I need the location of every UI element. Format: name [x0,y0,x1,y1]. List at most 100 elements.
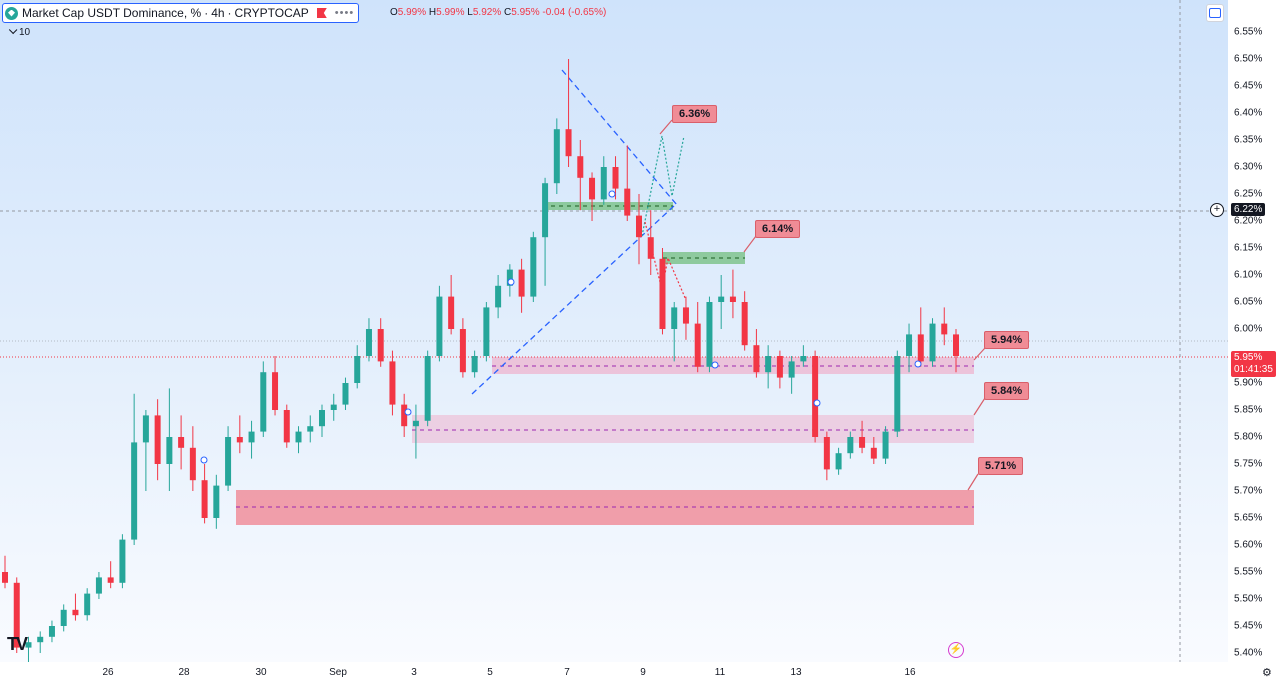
flag-icon[interactable] [316,8,327,18]
candle-body[interactable] [459,329,466,373]
candle-body[interactable] [565,129,572,157]
candle-body[interactable] [495,285,502,308]
candle-body[interactable] [342,383,349,405]
callout-label[interactable]: 6.14% [755,220,801,238]
candle-body[interactable] [471,356,478,373]
candle-body[interactable] [835,453,842,470]
price-scale[interactable]: 6.55% 6.50% 6.45% 6.40% 6.35% 6.30% 6.25% 6.20%… [1228,0,1280,662]
tradingview-logo-icon[interactable]: TV [7,634,28,654]
lightning-icon[interactable]: ⚡ [948,642,964,658]
candle-body[interactable] [542,183,549,238]
event-marker[interactable] [813,399,821,407]
candle-body[interactable] [518,269,525,297]
trendline-descending[interactable] [561,69,678,206]
candle-body[interactable] [225,437,232,486]
candle-body[interactable] [765,356,772,373]
candle-body[interactable] [283,410,290,443]
candle-body[interactable] [671,307,678,329]
auto-scale-button[interactable] [1206,4,1224,22]
candle-body[interactable] [682,307,689,324]
candle-body[interactable] [577,156,584,178]
candle-body[interactable] [906,334,913,356]
candle-body[interactable] [178,437,185,448]
candle-body[interactable] [48,626,55,637]
chevron-down-icon[interactable] [8,25,18,35]
candle-body[interactable] [354,356,361,383]
more-options-icon[interactable]: •••• [334,7,355,19]
candle-body[interactable] [624,188,631,216]
candle-body[interactable] [589,177,596,200]
candle-body[interactable] [307,426,314,432]
candle-body[interactable] [929,323,936,362]
resistance-zone-2[interactable] [412,415,974,443]
candle-body[interactable] [776,356,783,378]
candle-body[interactable] [448,296,455,329]
candle-body[interactable] [706,302,713,367]
candle-body[interactable] [95,577,102,594]
candle-body[interactable] [483,307,490,356]
candle-body[interactable] [753,345,760,373]
candle-body[interactable] [941,323,948,335]
candle-body[interactable] [729,296,736,302]
add-alert-plus-icon[interactable]: + [1210,203,1224,217]
candle-body[interactable] [741,302,748,346]
callout-label[interactable]: 6.36% [672,105,718,123]
candle-body[interactable] [401,404,408,427]
candle-body[interactable] [412,420,419,427]
event-marker[interactable] [507,278,515,286]
event-marker[interactable] [711,361,719,369]
candle-body[interactable] [119,539,126,583]
symbol-legend[interactable]: Market Cap USDT Dominance, % · 4h · CRYP… [2,3,360,23]
candle-body[interactable] [800,356,807,362]
projection-path-green[interactable] [641,135,685,237]
candle-body[interactable] [436,296,443,356]
candle-body[interactable] [107,577,114,583]
candle-body[interactable] [553,129,560,184]
candle-body[interactable] [870,447,877,459]
candle-body[interactable] [72,609,79,616]
callout-label[interactable]: 5.84% [984,382,1030,400]
candle-body[interactable] [882,431,889,459]
candle-body[interactable] [13,582,20,648]
callout-label[interactable]: 5.71% [978,457,1024,475]
callout-label[interactable]: 5.94% [984,331,1030,349]
gear-icon[interactable]: ⚙ [1262,667,1272,679]
candle-body[interactable] [84,593,91,616]
event-marker[interactable] [200,456,208,464]
candle-body[interactable] [213,485,220,518]
candle-body[interactable] [2,572,8,583]
candle-body[interactable] [694,323,701,367]
candle-body[interactable] [424,356,431,421]
time-scale[interactable]: 26 28 30 Sep 3 5 7 9 11 13 16 [0,662,1228,683]
chart-plot-area[interactable]: 6.36% 6.14% 5.94% 5.84% 5.71% Market Cap… [0,0,1228,662]
candle-body[interactable] [37,636,44,643]
candle-body[interactable] [530,237,537,297]
candle-body[interactable] [201,480,208,518]
event-marker[interactable] [914,360,922,368]
candle-body[interactable] [60,609,67,626]
volume-indicator[interactable]: 10 [8,25,30,38]
candle-body[interactable] [166,437,173,464]
candlestick-chart[interactable] [0,0,1228,662]
candle-body[interactable] [659,258,666,329]
candle-body[interactable] [377,329,384,362]
candle-body[interactable] [365,329,372,356]
candle-body[interactable] [506,269,513,286]
candle-body[interactable] [260,372,267,432]
candle-body[interactable] [189,447,196,481]
candle-body[interactable] [647,237,654,259]
candle-body[interactable] [389,361,396,405]
candle-body[interactable] [600,167,607,200]
candle-body[interactable] [131,442,138,540]
candle-body[interactable] [319,410,325,427]
candle-body[interactable] [612,167,619,189]
candle-body[interactable] [859,437,866,448]
candle-body[interactable] [788,361,795,378]
candle-body[interactable] [847,437,854,454]
candle-body[interactable] [953,334,959,356]
candle-body[interactable] [330,404,337,410]
candle-body[interactable] [894,356,901,432]
event-marker[interactable] [404,408,412,416]
candle-body[interactable] [917,334,924,362]
candle-body[interactable] [636,215,642,238]
